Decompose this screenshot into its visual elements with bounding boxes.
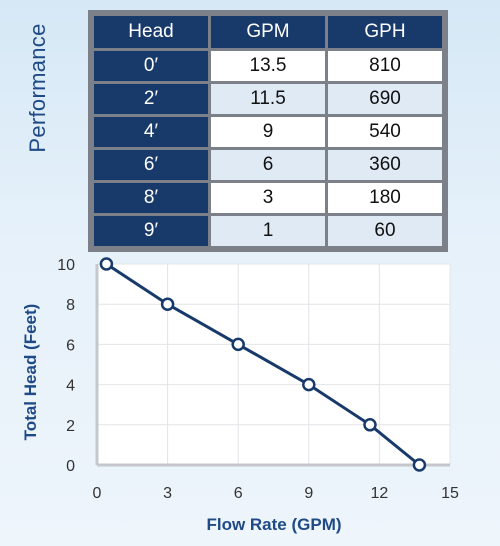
row-gpm: 1 <box>211 216 325 246</box>
data-point <box>363 418 377 432</box>
row-gpm: 3 <box>211 183 325 213</box>
data-point <box>160 297 175 311</box>
performance-table: Head GPM GPH 0′ 13.5 810 2′ 11.5 690 4′ … <box>88 10 448 252</box>
x-tick-label: 15 <box>441 485 459 502</box>
x-tick-label: 3 <box>163 485 172 502</box>
table-row: 6′ 6 360 <box>94 150 442 180</box>
data-point <box>99 257 114 271</box>
row-head: 4′ <box>94 117 208 147</box>
row-gpm: 6 <box>211 150 325 180</box>
grid-lines <box>97 263 451 465</box>
y-tick-label: 4 <box>66 378 75 395</box>
row-gph: 690 <box>328 84 442 114</box>
x-tick-label: 0 <box>93 485 102 502</box>
row-gpm: 11.5 <box>211 84 325 114</box>
x-tick-label: 12 <box>371 485 389 502</box>
axis-ticks: 0 3 6 9 12 15 0 2 4 6 8 10 <box>57 257 459 502</box>
header-gpm: GPM <box>211 16 325 48</box>
data-point <box>302 377 316 392</box>
row-head: 6′ <box>94 150 208 180</box>
header-head: Head <box>94 16 208 48</box>
row-head: 0′ <box>94 51 208 81</box>
header-gph: GPH <box>328 16 442 48</box>
table-header-row: Head GPM GPH <box>94 16 442 48</box>
y-axis-title: Total Head (Feet) <box>21 304 40 441</box>
row-gph: 180 <box>328 183 442 213</box>
y-tick-label: 10 <box>57 257 75 274</box>
y-tick-label: 2 <box>66 418 75 435</box>
row-gph: 540 <box>328 117 442 147</box>
table-row: 8′ 3 180 <box>94 183 442 213</box>
row-gph: 60 <box>328 216 442 246</box>
series-markers <box>99 257 427 472</box>
row-gph: 360 <box>328 150 442 180</box>
performance-table-grid: Head GPM GPH 0′ 13.5 810 2′ 11.5 690 4′ … <box>91 13 445 249</box>
row-gph: 810 <box>328 51 442 81</box>
row-head: 9′ <box>94 216 208 246</box>
table-row: 9′ 1 60 <box>94 216 442 246</box>
table-row: 0′ 13.5 810 <box>94 51 442 81</box>
row-head: 8′ <box>94 183 208 213</box>
x-tick-label: 6 <box>234 485 243 502</box>
y-tick-label: 6 <box>66 337 75 354</box>
row-gpm: 13.5 <box>211 51 325 81</box>
table-row: 2′ 11.5 690 <box>94 84 442 114</box>
series-line <box>105 262 421 467</box>
row-head: 2′ <box>94 84 208 114</box>
x-tick-label: 9 <box>304 485 313 502</box>
table-row: 4′ 9 540 <box>94 117 442 147</box>
row-gpm: 9 <box>211 117 325 147</box>
x-axis-title: Flow Rate (GPM) <box>206 515 341 534</box>
y-tick-label: 0 <box>66 458 75 475</box>
data-point <box>412 458 427 472</box>
data-point <box>231 337 245 352</box>
y-tick-label: 8 <box>66 297 75 314</box>
